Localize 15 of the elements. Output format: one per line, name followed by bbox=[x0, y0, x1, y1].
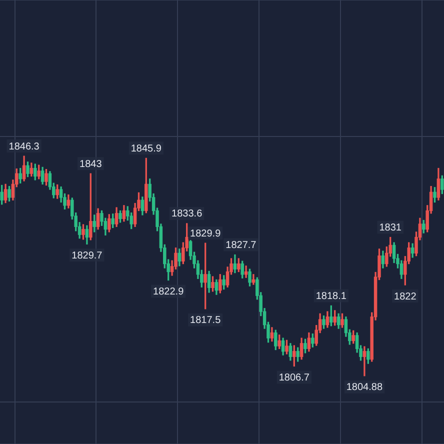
annotation: 1817.5 bbox=[190, 315, 222, 326]
annotation: 1804.88 bbox=[346, 382, 383, 394]
annotation: 1831 bbox=[379, 222, 402, 234]
annotation: 1845.9 bbox=[130, 143, 162, 154]
annotation: 1843 bbox=[80, 158, 102, 170]
candlestick bbox=[362, 346, 366, 376]
annotation: 1833.6 bbox=[172, 208, 203, 220]
annotation: 1829.9 bbox=[190, 228, 222, 240]
annotation: 1818.1 bbox=[316, 290, 347, 302]
annotation: 1822 bbox=[394, 291, 417, 302]
annotation: 1846.3 bbox=[8, 141, 40, 152]
annotation: 1806.7 bbox=[278, 372, 310, 384]
annotation: 1822.9 bbox=[153, 286, 184, 298]
annotation: 1827.7 bbox=[226, 240, 257, 252]
annotation: 1829.7 bbox=[72, 250, 103, 262]
